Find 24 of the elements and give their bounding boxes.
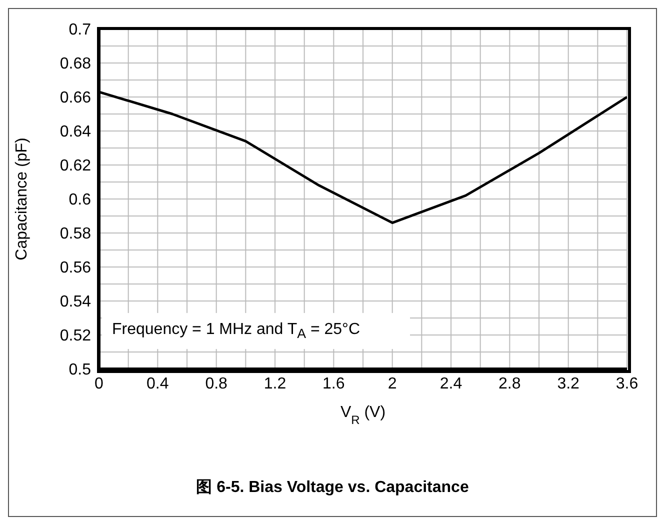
y-axis-title: Capacitance (pF) xyxy=(14,138,31,260)
y-tick-label: 0.52 xyxy=(60,328,92,345)
x-tick-label: 0.4 xyxy=(146,375,169,392)
y-tick-label: 0.56 xyxy=(60,260,92,277)
x-tick-label: 2 xyxy=(388,375,397,392)
text: 图 6-5. Bias Voltage vs. Capacitance xyxy=(195,478,470,498)
y-tick-label: 0.54 xyxy=(60,294,92,311)
x-tick-label: 2.4 xyxy=(440,375,462,392)
y-tick-label: 0.58 xyxy=(60,226,92,243)
y-tick-label: 0.66 xyxy=(60,90,92,107)
x-tick-label: 1.6 xyxy=(322,375,345,392)
x-tick-label: 0 xyxy=(94,375,104,392)
x-tick-label: 0.8 xyxy=(205,375,228,392)
y-tick-label: 0.68 xyxy=(60,56,92,73)
x-tick-label: 3.6 xyxy=(616,375,638,392)
y-tick-label: 0.5 xyxy=(68,362,92,379)
y-tick-label: 0.7 xyxy=(68,22,92,39)
x-tick-label: 3.2 xyxy=(557,375,580,392)
y-tick-label: 0.64 xyxy=(60,124,92,141)
y-tick-label: 0.6 xyxy=(68,192,92,209)
x-tick-label: 1.2 xyxy=(264,375,286,392)
x-axis-title: V$_{R}$ (V) xyxy=(340,404,386,427)
y-tick-label: 0.62 xyxy=(60,158,92,175)
x-tick-label: 2.8 xyxy=(498,375,521,392)
